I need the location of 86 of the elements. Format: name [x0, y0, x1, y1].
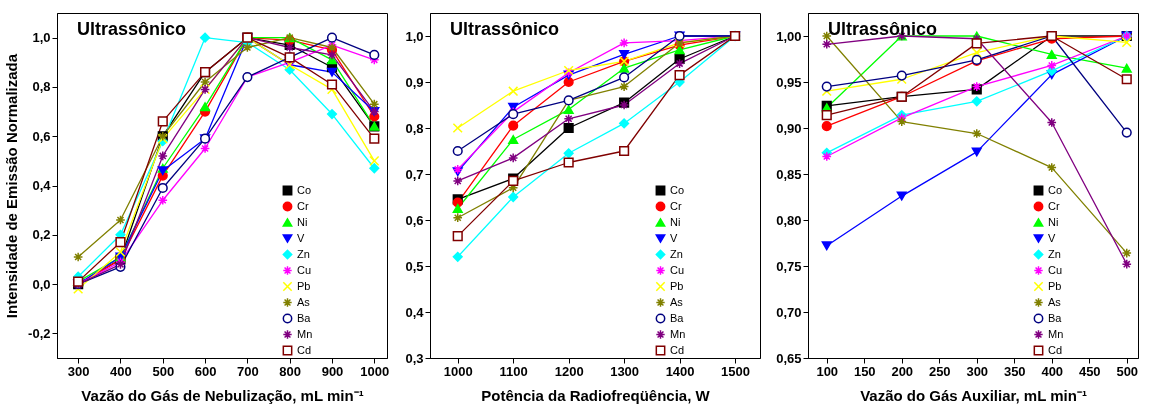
y-tick-label: 0,6 [405, 212, 424, 228]
legend-label: Pb [670, 279, 684, 292]
x-tick-label: 1000 [360, 363, 390, 379]
y-tick-label: 1,0 [32, 30, 51, 46]
x-tick-label: 450 [1078, 363, 1101, 379]
legend-label: Ba [1048, 311, 1063, 324]
y-tick-label: -0,2 [28, 325, 51, 341]
y-tick-label: 0,8 [405, 120, 424, 136]
y-tick-label: 0,95 [776, 74, 802, 90]
x-axis-title: Potência da Radiofreqüência, W [481, 386, 711, 404]
x-tick-label: 1400 [665, 363, 695, 379]
x-tick-label: 150 [853, 363, 876, 379]
legend-label: Co [1048, 183, 1063, 196]
y-tick-label: 0,65 [776, 350, 802, 366]
x-tick-label: 600 [194, 363, 217, 379]
y-tick-label: 0,90 [776, 120, 802, 136]
y-tick-label: 0,4 [32, 178, 52, 193]
legend-label: Cu [1048, 263, 1063, 276]
x-tick-label: 500 [152, 363, 175, 379]
legend-label: Cr [670, 199, 682, 212]
x-tick-label: 700 [237, 363, 259, 379]
legend-label: Ni [670, 215, 681, 228]
legend-label: As [670, 295, 684, 308]
y-tick-label: 0,5 [405, 258, 424, 274]
x-tick-label: 1300 [610, 363, 640, 379]
legend-label: Cr [1048, 199, 1060, 212]
y-axis-title: Intensidade de Emissão Normalizada [3, 53, 21, 319]
legend-label: Zn [670, 247, 683, 260]
x-tick-label: 1100 [499, 363, 528, 379]
legend-label: Ba [297, 311, 312, 324]
y-tick-label: 0,3 [405, 350, 424, 366]
legend-label: Mn [670, 327, 686, 340]
x-tick-label: 350 [1003, 363, 1026, 379]
legend-label: Cu [670, 263, 685, 276]
x-tick-label: 100 [816, 363, 839, 379]
annotation: Ultrassônico [77, 19, 187, 39]
legend-label: Zn [297, 247, 310, 260]
legend-label: Pb [1048, 279, 1062, 292]
legend-label: Co [670, 183, 685, 196]
x-tick-label: 200 [891, 363, 914, 379]
y-tick-label: 0,70 [776, 304, 802, 320]
x-axis-title: Vazão do Gás Auxiliar, mL min⁻¹ [860, 386, 1087, 404]
legend-label: Zn [1048, 247, 1061, 260]
y-tick-label: 0,9 [405, 74, 424, 90]
x-tick-label: 500 [1116, 363, 1139, 379]
y-tick-label: 0,8 [32, 79, 51, 95]
x-axis-title: Vazão do Gás de Nebulização, mL min⁻¹ [81, 386, 364, 404]
legend-label: Cu [297, 263, 312, 276]
x-tick-label: 900 [321, 363, 344, 379]
legend-label: Co [297, 183, 312, 196]
y-tick-label: 0,4 [405, 304, 425, 320]
legend-label: As [1048, 295, 1062, 308]
y-tick-label: 0,7 [405, 166, 424, 182]
x-tick-label: 300 [966, 363, 989, 379]
x-tick-label: 250 [928, 363, 951, 379]
legend-label: Mn [297, 327, 313, 340]
y-tick-label: 0,75 [776, 258, 802, 274]
legend-label: Ni [297, 215, 308, 228]
x-tick-label: 1500 [721, 363, 750, 379]
x-tick-label: 800 [279, 363, 302, 379]
annotation: Ultrassônico [828, 19, 938, 39]
legend-label: Ni [1048, 215, 1059, 228]
x-tick-label: 1000 [443, 363, 473, 379]
y-tick-label: 0,2 [32, 227, 51, 243]
y-tick-label: 1,0 [405, 28, 424, 44]
x-tick-label: 300 [67, 363, 90, 379]
legend-label: Cr [297, 199, 309, 212]
x-tick-label: 1200 [554, 363, 584, 379]
legend-label: Mn [1048, 327, 1064, 340]
y-tick-label: 0,80 [776, 212, 802, 228]
y-tick-label: 0,0 [32, 276, 51, 292]
legend-label: V [670, 231, 678, 244]
legend-label: V [297, 231, 305, 244]
x-tick-label: 400 [110, 363, 132, 379]
legend-label: Cd [297, 343, 312, 356]
y-tick-label: 0,85 [776, 166, 802, 182]
legend-label: Cd [670, 343, 685, 356]
legend-label: Pb [297, 279, 311, 292]
legend-label: V [1048, 231, 1056, 244]
annotation: Ultrassônico [450, 19, 560, 39]
y-tick-label: 0,6 [32, 128, 51, 144]
legend-label: Cd [1048, 343, 1063, 356]
legend-label: Ba [670, 311, 685, 324]
y-tick-label: 1,00 [776, 28, 802, 44]
x-tick-label: 400 [1041, 363, 1064, 379]
legend-label: As [297, 295, 311, 308]
